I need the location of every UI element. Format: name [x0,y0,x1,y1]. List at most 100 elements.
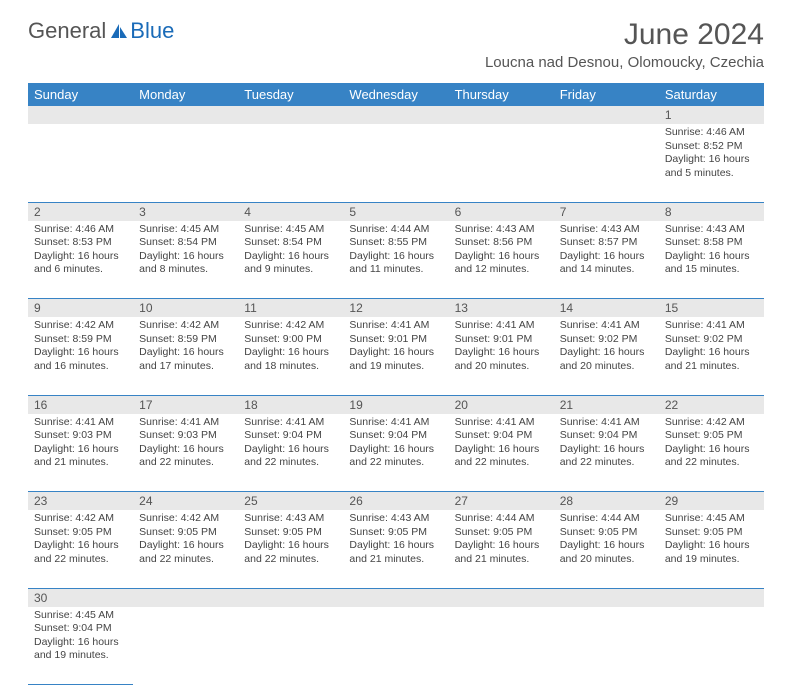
day-details: Sunrise: 4:41 AMSunset: 9:01 PMDaylight:… [449,317,554,378]
day-cell: Sunrise: 4:41 AMSunset: 9:04 PMDaylight:… [554,414,659,492]
header: General Blue June 2024 Loucna nad Desnou… [0,0,792,75]
day-number [238,106,343,124]
day-details: Sunrise: 4:41 AMSunset: 9:02 PMDaylight:… [554,317,659,378]
day-details: Sunrise: 4:42 AMSunset: 9:00 PMDaylight:… [238,317,343,378]
day-cell: Sunrise: 4:42 AMSunset: 9:05 PMDaylight:… [133,510,238,588]
day-number [133,106,238,124]
day-number: 12 [343,299,448,318]
day-details: Sunrise: 4:41 AMSunset: 9:04 PMDaylight:… [449,414,554,475]
day-details: Sunrise: 4:41 AMSunset: 9:04 PMDaylight:… [554,414,659,475]
weekday-header: Saturday [659,83,764,106]
day-cell: Sunrise: 4:42 AMSunset: 8:59 PMDaylight:… [133,317,238,395]
location: Loucna nad Desnou, Olomoucky, Czechia [485,54,764,71]
daynum-row: 9101112131415 [28,299,764,318]
day-details: Sunrise: 4:46 AMSunset: 8:52 PMDaylight:… [659,124,764,185]
day-details: Sunrise: 4:46 AMSunset: 8:53 PMDaylight:… [28,221,133,282]
day-number: 5 [343,202,448,221]
day-cell: Sunrise: 4:43 AMSunset: 8:58 PMDaylight:… [659,221,764,299]
day-details: Sunrise: 4:43 AMSunset: 8:58 PMDaylight:… [659,221,764,282]
day-details: Sunrise: 4:45 AMSunset: 9:05 PMDaylight:… [659,510,764,571]
day-cell: Sunrise: 4:43 AMSunset: 9:05 PMDaylight:… [343,510,448,588]
day-details: Sunrise: 4:43 AMSunset: 9:05 PMDaylight:… [238,510,343,571]
daynum-row: 2345678 [28,202,764,221]
day-cell: Sunrise: 4:44 AMSunset: 9:05 PMDaylight:… [449,510,554,588]
day-number [554,106,659,124]
day-number [343,106,448,124]
content-row: Sunrise: 4:46 AMSunset: 8:52 PMDaylight:… [28,124,764,202]
day-number: 21 [554,395,659,414]
day-number [554,588,659,607]
weekday-header: Friday [554,83,659,106]
day-cell: Sunrise: 4:42 AMSunset: 9:05 PMDaylight:… [659,414,764,492]
day-number [449,106,554,124]
weekday-header: Tuesday [238,83,343,106]
day-number: 7 [554,202,659,221]
day-cell: Sunrise: 4:41 AMSunset: 9:04 PMDaylight:… [449,414,554,492]
logo-text-1: General [28,18,106,44]
day-number: 20 [449,395,554,414]
day-details: Sunrise: 4:42 AMSunset: 9:05 PMDaylight:… [133,510,238,571]
day-number [343,588,448,607]
day-cell: Sunrise: 4:41 AMSunset: 9:02 PMDaylight:… [554,317,659,395]
title-block: June 2024 Loucna nad Desnou, Olomoucky, … [485,18,764,71]
daynum-row: 30 [28,588,764,607]
day-details: Sunrise: 4:44 AMSunset: 9:05 PMDaylight:… [449,510,554,571]
daynum-row: 1 [28,106,764,124]
day-number: 28 [554,492,659,511]
day-number: 1 [659,106,764,124]
day-cell: Sunrise: 4:45 AMSunset: 8:54 PMDaylight:… [238,221,343,299]
day-details: Sunrise: 4:43 AMSunset: 9:05 PMDaylight:… [343,510,448,571]
day-cell: Sunrise: 4:46 AMSunset: 8:52 PMDaylight:… [659,124,764,202]
day-details: Sunrise: 4:42 AMSunset: 8:59 PMDaylight:… [133,317,238,378]
day-number: 2 [28,202,133,221]
day-cell: Sunrise: 4:42 AMSunset: 9:05 PMDaylight:… [28,510,133,588]
day-details: Sunrise: 4:41 AMSunset: 9:03 PMDaylight:… [28,414,133,475]
day-cell: Sunrise: 4:45 AMSunset: 8:54 PMDaylight:… [133,221,238,299]
day-details: Sunrise: 4:42 AMSunset: 9:05 PMDaylight:… [659,414,764,475]
day-number [449,588,554,607]
day-cell: Sunrise: 4:43 AMSunset: 9:05 PMDaylight:… [238,510,343,588]
content-row: Sunrise: 4:42 AMSunset: 8:59 PMDaylight:… [28,317,764,395]
day-cell: Sunrise: 4:41 AMSunset: 9:04 PMDaylight:… [343,414,448,492]
day-cell: Sunrise: 4:41 AMSunset: 9:03 PMDaylight:… [133,414,238,492]
day-details: Sunrise: 4:45 AMSunset: 8:54 PMDaylight:… [238,221,343,282]
logo-text-2: Blue [130,18,174,44]
day-number: 26 [343,492,448,511]
day-details: Sunrise: 4:45 AMSunset: 8:54 PMDaylight:… [133,221,238,282]
day-cell: Sunrise: 4:41 AMSunset: 9:01 PMDaylight:… [449,317,554,395]
day-number: 14 [554,299,659,318]
day-details: Sunrise: 4:45 AMSunset: 9:04 PMDaylight:… [28,607,133,668]
day-cell: Sunrise: 4:41 AMSunset: 9:01 PMDaylight:… [343,317,448,395]
day-details: Sunrise: 4:42 AMSunset: 8:59 PMDaylight:… [28,317,133,378]
daynum-row: 16171819202122 [28,395,764,414]
day-number [28,106,133,124]
day-cell: Sunrise: 4:43 AMSunset: 8:56 PMDaylight:… [449,221,554,299]
day-number: 3 [133,202,238,221]
day-cell: Sunrise: 4:42 AMSunset: 9:00 PMDaylight:… [238,317,343,395]
day-details: Sunrise: 4:41 AMSunset: 9:02 PMDaylight:… [659,317,764,378]
day-cell: Sunrise: 4:42 AMSunset: 8:59 PMDaylight:… [28,317,133,395]
day-cell: Sunrise: 4:46 AMSunset: 8:53 PMDaylight:… [28,221,133,299]
day-number: 16 [28,395,133,414]
day-cell [343,124,448,202]
day-details: Sunrise: 4:41 AMSunset: 9:04 PMDaylight:… [238,414,343,475]
day-details: Sunrise: 4:43 AMSunset: 8:57 PMDaylight:… [554,221,659,282]
day-number: 9 [28,299,133,318]
day-details: Sunrise: 4:43 AMSunset: 8:56 PMDaylight:… [449,221,554,282]
daynum-row: 23242526272829 [28,492,764,511]
day-details: Sunrise: 4:44 AMSunset: 8:55 PMDaylight:… [343,221,448,282]
day-cell [133,607,238,685]
day-cell [238,124,343,202]
day-cell: Sunrise: 4:41 AMSunset: 9:04 PMDaylight:… [238,414,343,492]
day-cell: Sunrise: 4:43 AMSunset: 8:57 PMDaylight:… [554,221,659,299]
day-number: 27 [449,492,554,511]
weekday-header: Wednesday [343,83,448,106]
day-number: 19 [343,395,448,414]
day-number: 13 [449,299,554,318]
day-cell [449,607,554,685]
day-number: 4 [238,202,343,221]
day-cell [343,607,448,685]
day-number: 8 [659,202,764,221]
day-details: Sunrise: 4:44 AMSunset: 9:05 PMDaylight:… [554,510,659,571]
day-details: Sunrise: 4:41 AMSunset: 9:01 PMDaylight:… [343,317,448,378]
